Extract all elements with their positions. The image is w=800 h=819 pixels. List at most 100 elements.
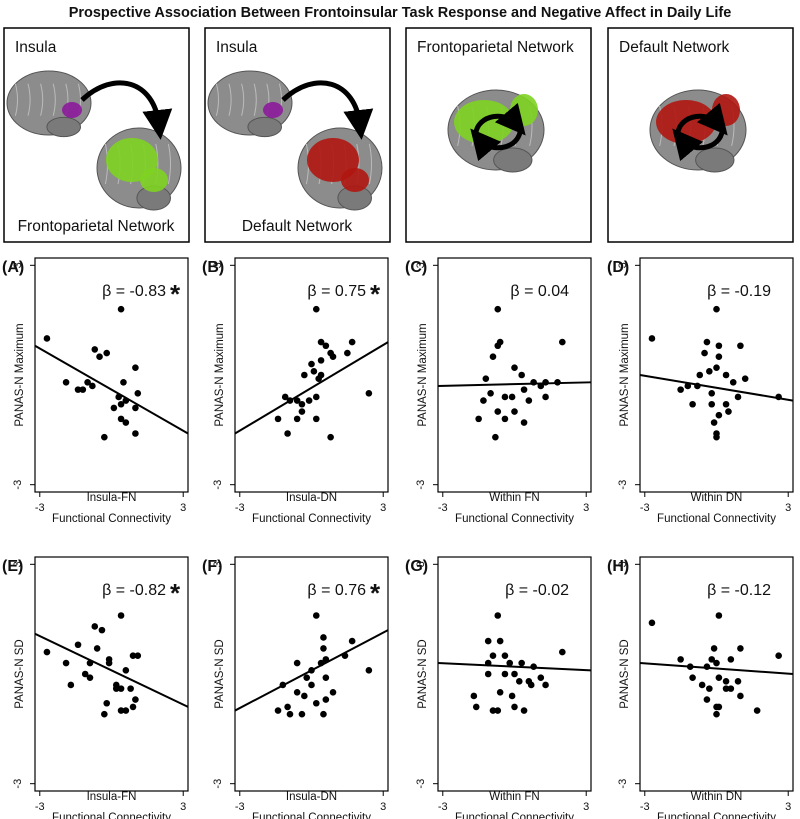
data-point (281, 393, 289, 401)
data-point (308, 360, 315, 368)
data-point (279, 681, 287, 689)
data-point (284, 430, 291, 437)
beta-annotation: β = -0.19 (707, 283, 771, 300)
brain-panel: Default Network (607, 27, 794, 243)
data-point (708, 400, 716, 408)
data-point (86, 674, 94, 681)
data-point (501, 652, 509, 660)
brain-panel: Frontoparietal Network (405, 27, 592, 243)
x-tick-label: 3 (180, 502, 186, 514)
brain-fold (228, 83, 232, 116)
data-point (293, 415, 301, 423)
brain-bottom-label: Default Network (242, 218, 353, 235)
data-point (518, 659, 525, 667)
x-tick-label: -3 (35, 801, 45, 813)
brain-fold (241, 83, 245, 116)
data-point (301, 692, 308, 700)
data-point (320, 634, 327, 641)
y-axis-label: PANAS-N SD (14, 639, 26, 708)
data-point (320, 645, 327, 652)
data-point (132, 696, 139, 703)
data-point (312, 612, 320, 619)
data-point (708, 656, 716, 663)
brain-cerebellum (695, 147, 735, 173)
data-point (508, 692, 516, 700)
data-point (341, 652, 349, 660)
data-point (475, 415, 482, 423)
brain-top-label: Default Network (619, 39, 730, 56)
panel-label: (F) (202, 558, 222, 575)
data-point (305, 397, 313, 404)
data-point (134, 389, 142, 397)
fit-line (34, 344, 189, 435)
data-point (308, 667, 315, 674)
brain-fold (253, 83, 257, 116)
y-axis-label: PANAS-N Maximum (417, 323, 429, 426)
y-tick-label: -3 (12, 779, 24, 789)
data-point (301, 371, 308, 379)
data-point (298, 408, 306, 415)
beta-annotation: β = 0.04 (510, 283, 569, 300)
scatter-panel: (A) -3 3 -3 3 Insula-FN Functional Connectivit… (2, 257, 189, 525)
y-tick-label: 3 (617, 262, 629, 268)
y-axis-label: PANAS-N Maximum (14, 323, 26, 426)
y-tick-label: 3 (12, 561, 24, 567)
data-point (734, 393, 742, 401)
data-point (129, 703, 137, 711)
data-point (327, 433, 334, 441)
data-point (322, 696, 330, 703)
beta-annotation: β = 0.76 (307, 582, 366, 599)
y-tick-label: -3 (212, 480, 224, 490)
data-point (365, 389, 373, 397)
data-point (81, 670, 89, 678)
scatter-panel: (B) -3 3 -3 3 Insula-DN Functional Connectivit… (202, 257, 389, 525)
x-axis-label: Within DN (691, 791, 743, 803)
data-point (537, 382, 545, 390)
data-point (274, 707, 282, 714)
data-point (487, 389, 494, 397)
brain-top-label: Insula (216, 39, 258, 56)
connection-arrow (281, 80, 374, 140)
brain-cerebellum (247, 116, 283, 138)
data-point (559, 338, 566, 346)
data-point (701, 349, 708, 357)
data-point (496, 688, 504, 696)
plot-frame (34, 257, 189, 493)
data-point (365, 667, 373, 674)
scatter-panel: (F) -3 3 -3 3 Insula-DN Functional Connectivit… (202, 556, 389, 819)
data-point (98, 626, 106, 634)
data-point (722, 400, 730, 408)
data-point (525, 397, 533, 404)
data-point (317, 338, 325, 346)
panel-label: (A) (2, 259, 24, 276)
data-point (117, 612, 125, 619)
brain-fold (52, 83, 56, 116)
data-point (737, 342, 744, 350)
scatter-panel: (H) -3 3 -3 3 Within DN Functional Connectivit… (607, 556, 794, 819)
data-point (74, 386, 82, 393)
data-point (698, 681, 706, 689)
data-point (706, 368, 713, 375)
data-point (715, 703, 723, 711)
data-point (43, 335, 51, 342)
data-point (293, 659, 301, 667)
data-point (725, 408, 732, 415)
data-point (89, 382, 96, 390)
panel-label: (E) (2, 558, 23, 575)
data-point (115, 393, 122, 401)
y-tick-label: -3 (12, 480, 24, 490)
data-point (542, 379, 549, 386)
brain-panel: Insula Frontoparietal Network (3, 27, 190, 243)
data-point (122, 707, 130, 714)
x-axis-label: Insula-FN (87, 791, 137, 803)
data-point (117, 685, 125, 692)
data-point (348, 338, 356, 346)
data-point (501, 670, 509, 678)
fit-line (234, 341, 389, 435)
data-point (489, 353, 497, 361)
data-point (312, 393, 320, 401)
data-point (559, 648, 566, 656)
network-region (341, 168, 369, 192)
data-point (482, 375, 490, 382)
data-point (312, 415, 320, 423)
